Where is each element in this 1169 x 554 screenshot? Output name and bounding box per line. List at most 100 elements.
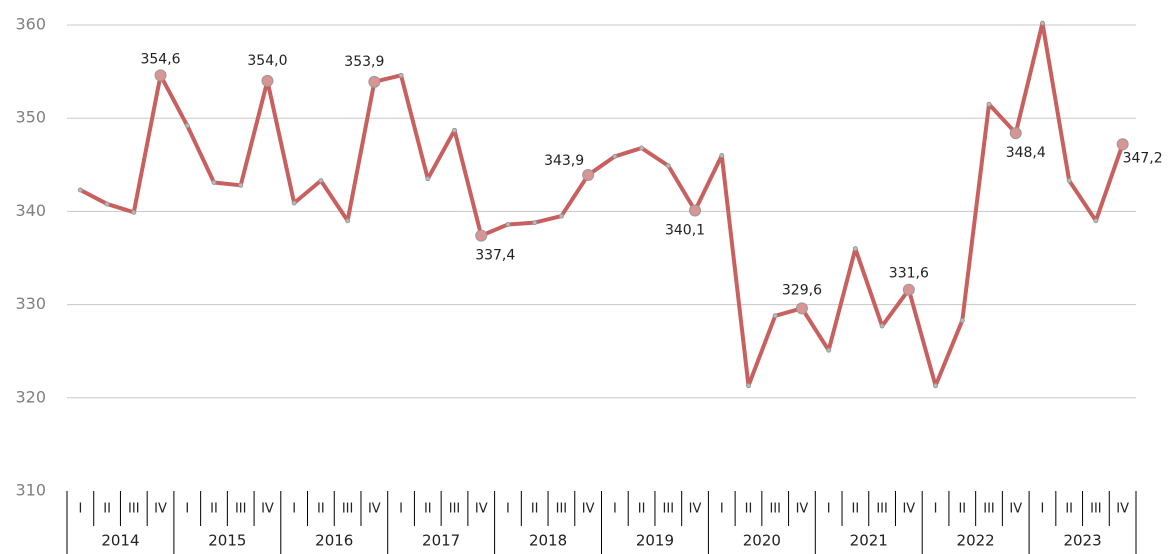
x-tick-label: III <box>769 502 781 517</box>
x-tick-label: III <box>983 502 995 517</box>
y-tick-label: 350 <box>15 108 46 127</box>
point <box>826 347 832 353</box>
x-tick-label: IV <box>368 502 381 517</box>
x-tick-label: IV <box>582 502 595 517</box>
point <box>532 220 538 226</box>
x-tick-label: I <box>185 502 189 517</box>
x-tick-label: II <box>531 502 539 517</box>
point <box>77 187 83 193</box>
x-group-label: 2017 <box>422 532 460 550</box>
point <box>665 163 671 169</box>
point <box>986 101 992 107</box>
data-label: 343,9 <box>544 153 584 169</box>
x-tick-label: IV <box>154 502 167 517</box>
x-group-label: 2016 <box>315 532 353 550</box>
x-tick-label: II <box>317 502 325 517</box>
x-tick-label: I <box>720 502 724 517</box>
point <box>318 178 324 184</box>
x-tick-label: IV <box>1116 502 1129 517</box>
point <box>852 246 858 252</box>
point <box>452 127 458 133</box>
point <box>368 75 381 88</box>
x-tick-label: III <box>342 502 354 517</box>
x-tick-label: II <box>210 502 218 517</box>
data-label: 329,6 <box>782 282 822 298</box>
x-tick-label: II <box>638 502 646 517</box>
x-tick-label: I <box>292 502 296 517</box>
x-group-label: 2019 <box>636 532 674 550</box>
x-tick-label: IV <box>261 502 274 517</box>
point <box>689 204 702 217</box>
x-tick-label: II <box>103 502 111 517</box>
point <box>879 323 885 329</box>
point <box>795 302 808 315</box>
point <box>639 145 645 151</box>
point <box>1009 127 1022 140</box>
x-tick-label: IV <box>902 502 915 517</box>
x-tick-label: I <box>78 502 82 517</box>
x-tick-label: II <box>745 502 753 517</box>
point <box>104 201 110 207</box>
x-tick-label: I <box>399 502 403 517</box>
x-tick-label: II <box>1065 502 1073 517</box>
x-tick-label: I <box>827 502 831 517</box>
data-label: 348,4 <box>1006 145 1046 161</box>
x-tick-label: I <box>613 502 617 517</box>
data-label: 340,1 <box>665 222 705 238</box>
data-label: 331,6 <box>889 266 929 282</box>
point <box>238 182 244 188</box>
point <box>1116 138 1129 151</box>
x-group-label: 2021 <box>850 532 888 550</box>
point <box>425 176 431 182</box>
point <box>745 383 751 389</box>
point <box>933 383 939 389</box>
x-group-label: 2015 <box>208 532 246 550</box>
point <box>582 169 595 182</box>
x-tick-label: III <box>1090 502 1102 517</box>
x-group-label: 2020 <box>743 532 781 550</box>
point <box>261 74 274 87</box>
x-tick-label: III <box>128 502 140 517</box>
point <box>291 200 297 206</box>
x-tick-label: III <box>556 502 568 517</box>
point <box>902 283 915 296</box>
x-tick-label: III <box>449 502 461 517</box>
y-tick-label: 320 <box>15 387 46 406</box>
point <box>154 69 167 82</box>
point <box>505 221 511 227</box>
data-label: 354,0 <box>247 53 287 69</box>
x-group-label: 2014 <box>101 532 139 550</box>
y-tick-label: 340 <box>15 201 46 220</box>
x-group-label: 2018 <box>529 532 567 550</box>
line <box>79 21 1125 388</box>
x-tick-label: II <box>424 502 432 517</box>
x-group-label: 2022 <box>957 532 995 550</box>
data-label: 337,4 <box>475 248 515 264</box>
data-label: 353,9 <box>344 54 384 70</box>
point <box>1039 20 1045 26</box>
x-tick-label: I <box>506 502 510 517</box>
x-tick-label: II <box>852 502 860 517</box>
point <box>612 153 618 159</box>
x-tick-label: IV <box>689 502 702 517</box>
point <box>345 218 351 224</box>
point <box>959 317 965 323</box>
x-tick-label: III <box>876 502 888 517</box>
data-label: 347,2 <box>1123 150 1163 166</box>
x-tick-label: I <box>1041 502 1045 517</box>
x-tick-label: IV <box>1009 502 1022 517</box>
y-tick-label: 360 <box>15 15 46 34</box>
point <box>131 209 137 215</box>
point <box>475 229 488 242</box>
x-group-label: 2023 <box>1063 532 1101 550</box>
point <box>1066 178 1072 184</box>
point <box>184 123 190 129</box>
x-tick-label: III <box>235 502 247 517</box>
x-tick-label: IV <box>475 502 488 517</box>
y-tick-label: 330 <box>15 294 46 313</box>
point <box>558 213 564 219</box>
point <box>398 72 404 78</box>
point <box>719 152 725 158</box>
x-tick-label: II <box>958 502 966 517</box>
